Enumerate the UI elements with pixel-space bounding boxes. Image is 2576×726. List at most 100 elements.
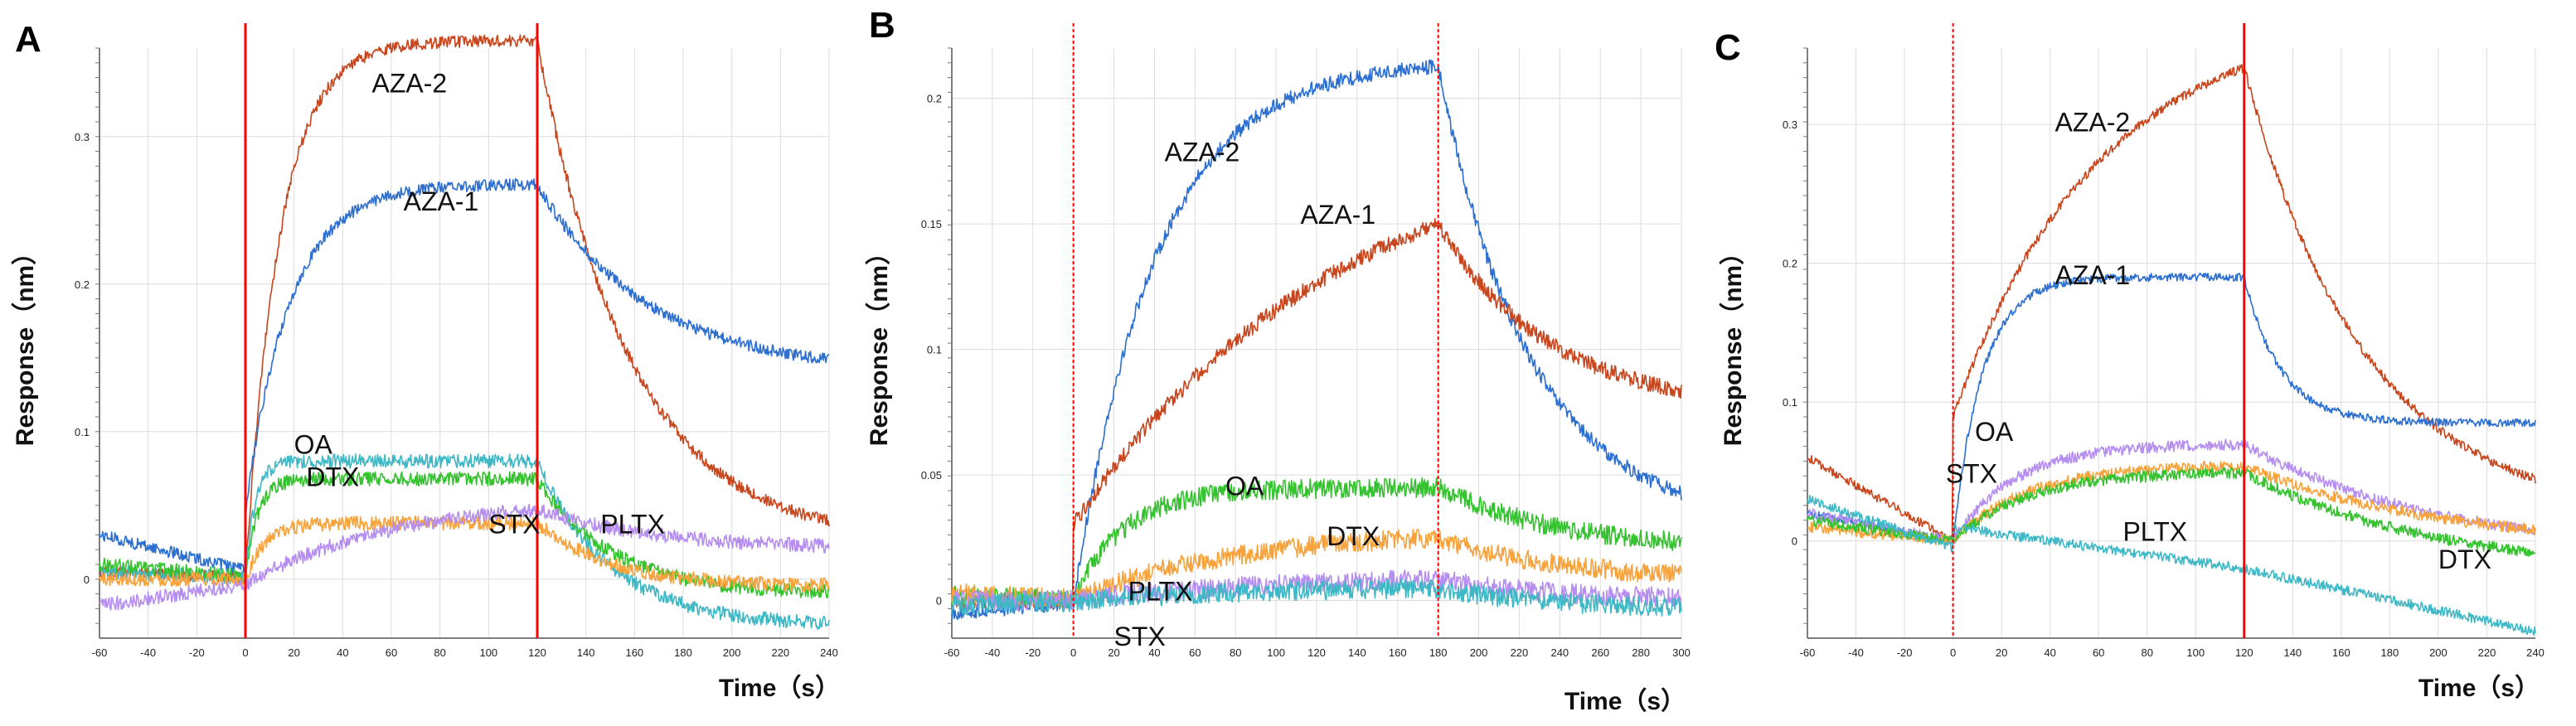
x-tick-label: 140	[577, 646, 595, 659]
x-tick-label: 240	[820, 646, 838, 659]
y-tick-label: 0.1	[927, 344, 942, 356]
y-tick-label: 0	[1792, 535, 1797, 548]
series-label-pltx: PLTX	[1128, 577, 1193, 607]
y-axis-title: Response（nm）	[1719, 240, 1747, 446]
x-tick-label: 260	[1591, 646, 1609, 659]
x-tick-label: 100	[1267, 646, 1285, 659]
series-line-aza-1	[951, 218, 1682, 609]
panel-letter: A	[15, 19, 41, 60]
series-line-dtx	[1807, 467, 2536, 557]
series-line-stx	[99, 515, 830, 593]
series-label-stx: STX	[488, 510, 540, 540]
x-tick-label: -40	[984, 646, 1000, 659]
series-label-aza-1: AZA-1	[1300, 200, 1375, 230]
panel-c: C -60 -40 -20 0 20 40 60 80 100 120 140 160 180 200 220…	[1715, 23, 2544, 702]
x-tick-label: 240	[2526, 646, 2544, 659]
y-tick-label: 0.15	[921, 218, 942, 230]
panel-letter: B	[869, 5, 895, 46]
x-tick-label: 40	[2044, 646, 2055, 659]
x-tick-label: 0	[1070, 646, 1076, 659]
y-tick-label: 0	[936, 595, 942, 607]
x-tick-label: 240	[1550, 646, 1569, 659]
x-tick-label: 180	[674, 646, 692, 659]
x-tick-label: 300	[1672, 646, 1691, 659]
x-tick-label: 40	[1148, 646, 1160, 659]
series-label-dtx: DTX	[306, 462, 359, 492]
x-tick-label: 140	[2283, 646, 2302, 659]
series-label-stx: STX	[1946, 458, 1997, 488]
x-tick-label: 80	[1230, 646, 1241, 659]
series-label-aza-1: AZA-1	[404, 186, 479, 216]
x-tick-label: 140	[1348, 646, 1366, 659]
y-axis-title: Response（nm）	[865, 240, 893, 446]
series-label-aza-2: AZA-2	[2055, 108, 2131, 138]
y-tick-label: 0	[84, 574, 90, 586]
series-label-dtx: DTX	[2438, 544, 2491, 574]
y-tick-label: 0.3	[75, 131, 90, 143]
x-tick-label: 80	[434, 646, 445, 659]
x-tick-label: 220	[771, 646, 789, 659]
y-tick-label: 0.1	[1783, 396, 1797, 409]
series-line-aza-1	[1807, 273, 2536, 545]
x-tick-label: 120	[1307, 646, 1326, 659]
x-tick-label: 180	[1429, 646, 1448, 659]
x-tick-label: 220	[2478, 646, 2496, 659]
x-tick-label: 100	[2186, 646, 2205, 659]
series-label-aza-1: AZA-1	[2055, 260, 2131, 290]
grid	[951, 48, 1682, 638]
x-axis-title: Time（s）	[1565, 687, 1686, 715]
x-tick-label: -60	[944, 646, 960, 659]
x-tick-label: -40	[1848, 646, 1864, 659]
x-tick-label: 200	[1470, 646, 1488, 659]
panel-b: B -60 -40 -20 0 20 40 60 80 100 120 140 160 180 200 220…	[865, 5, 1691, 715]
y-tick-label: 0.2	[75, 278, 90, 291]
x-tick-label: -20	[189, 646, 205, 659]
x-tick-label: 60	[2093, 646, 2104, 659]
x-tick-label: -60	[1800, 646, 1816, 659]
y-axis-title: Response（nm）	[11, 240, 39, 446]
x-tick-label: 40	[337, 646, 348, 659]
y-tick-label: 0.1	[75, 426, 90, 438]
y-tick-label: 0.05	[921, 469, 942, 482]
x-tick-label: 60	[386, 646, 397, 659]
x-tick-label: 0	[1950, 646, 1956, 659]
panel-a: A -60 -40 -20 0 20 40 60 80 100 120 140 160 180 200 220…	[11, 19, 840, 702]
x-tick-label: 160	[2332, 646, 2350, 659]
series-line-pltx	[99, 503, 830, 611]
x-tick-label: 160	[625, 646, 643, 659]
series-group	[1807, 64, 2536, 636]
x-tick-label: 0	[242, 646, 248, 659]
x-tick-label: 200	[2429, 646, 2447, 659]
x-tick-label: 120	[2235, 646, 2253, 659]
series-label-oa: OA	[294, 430, 333, 460]
x-tick-label: 100	[479, 646, 497, 659]
y-tick-label: 0.2	[927, 93, 942, 105]
x-tick-label: 180	[2381, 646, 2399, 659]
x-tick-label: -40	[140, 646, 156, 659]
series-line-pltx	[1807, 495, 2536, 636]
y-tick-label: 0.3	[1783, 119, 1797, 131]
x-tick-label: 20	[1996, 646, 2007, 659]
series-label-aza-2: AZA-2	[1165, 137, 1240, 167]
x-axis-title: Time（s）	[2418, 674, 2540, 702]
x-tick-label: 220	[1511, 646, 1529, 659]
series-label-pltx: PLTX	[2122, 517, 2187, 547]
series-label-pltx: PLTX	[600, 510, 665, 540]
x-tick-label: 160	[1389, 646, 1407, 659]
series-label-stx: STX	[1114, 622, 1166, 651]
series-line-aza-1	[99, 177, 830, 574]
x-axis-title: Time（s）	[719, 674, 840, 702]
series-label-aza-2: AZA-2	[372, 68, 448, 98]
x-tick-label: -60	[92, 646, 108, 659]
series-line-dtx	[951, 529, 1682, 610]
grid	[99, 48, 830, 638]
series-line-aza-2	[99, 34, 830, 584]
series-group	[99, 34, 830, 631]
x-tick-label: -20	[1897, 646, 1913, 659]
grid	[1807, 48, 2536, 638]
x-tick-label: 20	[1108, 646, 1119, 659]
series-label-dtx: DTX	[1327, 521, 1380, 551]
x-tick-label: -20	[1025, 646, 1041, 659]
x-tick-label: 20	[288, 646, 299, 659]
